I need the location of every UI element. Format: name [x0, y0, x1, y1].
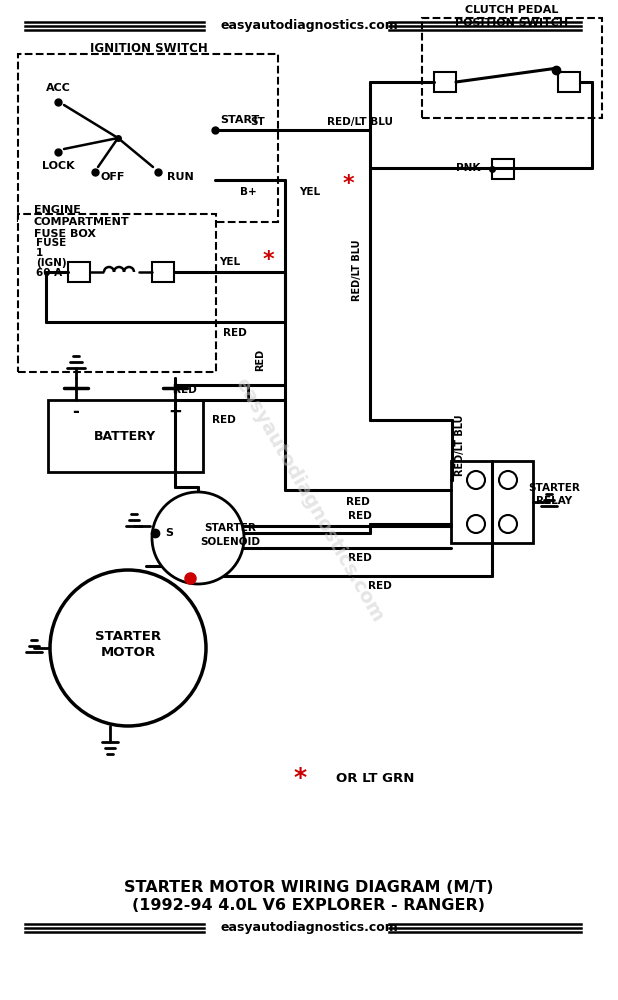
Text: FUSE: FUSE: [36, 238, 66, 248]
Text: easyautodiagnostics.com: easyautodiagnostics.com: [231, 374, 387, 626]
Text: RED: RED: [173, 385, 197, 395]
Text: RED: RED: [212, 415, 236, 425]
Text: FUSE BOX: FUSE BOX: [34, 229, 96, 239]
Text: STARTER MOTOR WIRING DIAGRAM (M/T): STARTER MOTOR WIRING DIAGRAM (M/T): [124, 880, 494, 896]
Text: -: -: [72, 403, 80, 421]
Text: OR LT GRN: OR LT GRN: [336, 772, 414, 784]
Circle shape: [152, 492, 244, 584]
Text: ACC: ACC: [46, 83, 70, 93]
Text: RED: RED: [255, 349, 265, 371]
Text: START: START: [221, 115, 260, 125]
Text: *: *: [262, 250, 274, 270]
Text: CLUTCH PEDAL: CLUTCH PEDAL: [465, 5, 559, 15]
Bar: [152, 262, 174, 282]
Text: 1: 1: [36, 248, 43, 258]
Text: ST: ST: [251, 117, 265, 127]
Bar: [48, 400, 203, 472]
Text: COMPARTMENT: COMPARTMENT: [34, 217, 130, 227]
Text: STARTER: STARTER: [204, 523, 256, 533]
Text: LOCK: LOCK: [41, 161, 74, 171]
Text: RUN: RUN: [167, 172, 193, 182]
Text: easyautodiagnostics.com: easyautodiagnostics.com: [220, 19, 398, 32]
Text: PNK: PNK: [456, 163, 480, 173]
Text: SOLENOID: SOLENOID: [200, 537, 260, 547]
Text: *: *: [342, 174, 354, 194]
Circle shape: [467, 471, 485, 489]
Bar: [492, 159, 514, 179]
Circle shape: [467, 515, 485, 533]
Text: OFF: OFF: [101, 172, 125, 182]
Text: +: +: [168, 403, 182, 421]
Text: YEL: YEL: [300, 187, 321, 197]
Text: RED/LT BLU: RED/LT BLU: [352, 239, 362, 301]
Text: RED: RED: [346, 497, 370, 507]
Text: *: *: [294, 766, 307, 790]
Bar: [18, 54, 278, 222]
Text: B+: B+: [240, 187, 256, 197]
Text: YEL: YEL: [219, 257, 240, 267]
Text: RELAY: RELAY: [536, 496, 572, 506]
Text: ENGINE: ENGINE: [34, 205, 81, 215]
Text: RED: RED: [368, 581, 392, 591]
Text: IGNITION SWITCH: IGNITION SWITCH: [90, 41, 208, 54]
Circle shape: [50, 570, 206, 726]
Bar: [422, 18, 602, 118]
Text: easyautodiagnostics.com: easyautodiagnostics.com: [220, 922, 398, 934]
Text: (IGN): (IGN): [36, 258, 67, 268]
Text: STARTER: STARTER: [528, 483, 580, 493]
Bar: [434, 72, 456, 92]
Text: RED/LT BLU: RED/LT BLU: [455, 414, 465, 476]
Text: 60 A: 60 A: [36, 268, 62, 278]
Text: RED: RED: [348, 553, 372, 563]
Circle shape: [499, 515, 517, 533]
Text: RED: RED: [223, 328, 247, 338]
Text: STARTER: STARTER: [95, 630, 161, 643]
Bar: [558, 72, 580, 92]
Text: MOTOR: MOTOR: [101, 647, 156, 660]
Text: BATTERY: BATTERY: [94, 430, 156, 442]
Bar: [451, 461, 533, 543]
Text: POSITION SWITCH: POSITION SWITCH: [455, 18, 569, 28]
Text: RED/LT BLU: RED/LT BLU: [327, 117, 393, 127]
Bar: [18, 214, 216, 372]
Text: S: S: [165, 528, 173, 538]
Bar: [68, 262, 90, 282]
Circle shape: [499, 471, 517, 489]
Text: (1992-94 4.0L V6 EXPLORER - RANGER): (1992-94 4.0L V6 EXPLORER - RANGER): [132, 898, 486, 914]
Text: RED: RED: [348, 511, 372, 521]
